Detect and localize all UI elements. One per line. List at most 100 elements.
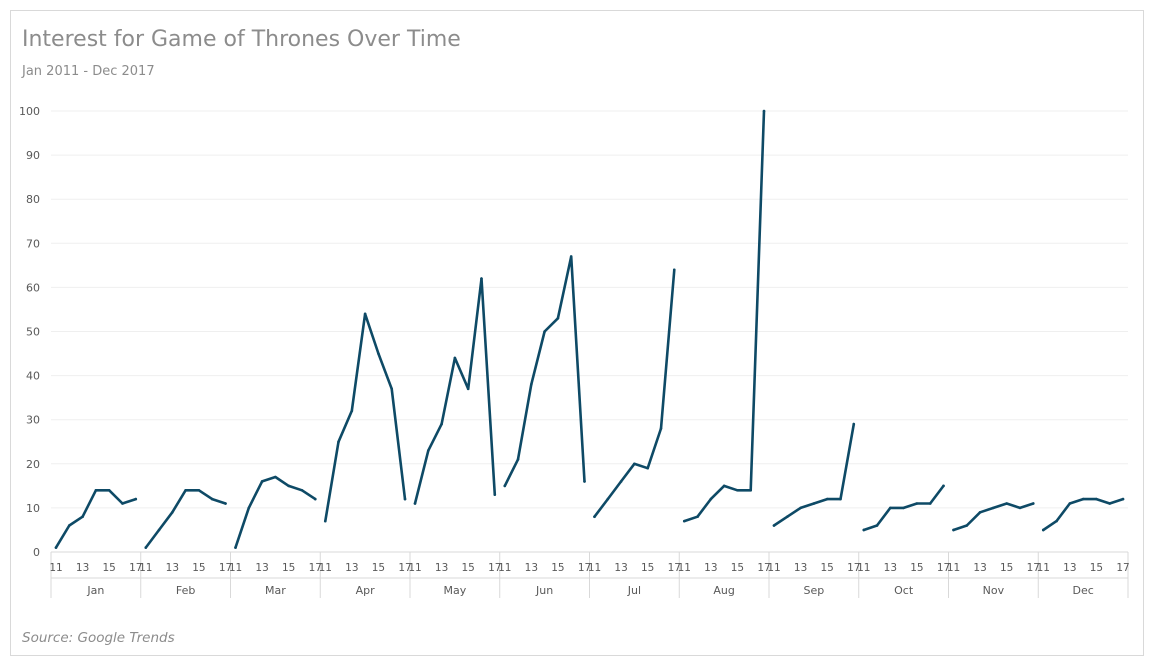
- x-tick-label: 11: [498, 562, 511, 574]
- data-point: [426, 449, 430, 452]
- data-point: [530, 383, 533, 386]
- month-label: Aug: [713, 584, 734, 597]
- x-tick-label: 15: [820, 562, 833, 574]
- month-label: Jun: [535, 584, 553, 597]
- x-tick-label: 13: [704, 562, 717, 574]
- x-tick-label: 13: [1063, 562, 1076, 574]
- series-line-jan: [54, 488, 138, 549]
- y-tick-label: 20: [26, 458, 40, 471]
- data-point: [928, 502, 932, 505]
- data-point: [862, 528, 866, 532]
- data-point: [1005, 502, 1008, 505]
- x-tick-label: 13: [614, 562, 627, 574]
- data-point: [1081, 497, 1085, 501]
- month-label: Mar: [265, 584, 286, 597]
- data-point: [210, 497, 214, 501]
- data-point: [247, 506, 251, 510]
- data-point: [825, 497, 829, 501]
- x-tick-label: 11: [49, 562, 62, 574]
- data-point: [1031, 502, 1035, 505]
- data-point: [902, 506, 905, 510]
- month-label: Oct: [894, 584, 914, 597]
- data-point: [67, 524, 71, 527]
- data-point: [234, 546, 237, 549]
- data-point: [503, 484, 507, 488]
- month-label: Feb: [176, 584, 195, 597]
- series-line-jul: [593, 268, 676, 519]
- data-point: [785, 515, 789, 519]
- data-point: [709, 497, 713, 501]
- x-tick-label: 13: [76, 562, 89, 574]
- x-tick-label: 17: [668, 562, 681, 574]
- data-point: [606, 497, 610, 501]
- month-label: Nov: [983, 584, 1005, 597]
- y-tick-label: 0: [33, 546, 40, 559]
- data-point: [1018, 506, 1022, 510]
- x-tick-label: 17: [488, 562, 501, 574]
- month-label: Jul: [627, 584, 641, 597]
- data-point: [839, 497, 842, 501]
- series-line-sep: [772, 422, 856, 527]
- data-point: [619, 480, 623, 483]
- data-point: [583, 480, 586, 483]
- x-tick-label: 11: [408, 562, 421, 574]
- data-point: [672, 268, 676, 272]
- x-tick-label: 15: [551, 562, 564, 574]
- month-label: Sep: [804, 584, 825, 597]
- x-tick-label: 13: [435, 562, 448, 574]
- month-label: Jan: [86, 584, 104, 597]
- data-point: [852, 422, 856, 426]
- x-tick-label: 11: [857, 562, 870, 574]
- data-point: [772, 524, 776, 527]
- chart-title: Interest for Game of Thrones Over Time: [22, 27, 461, 52]
- data-point: [377, 352, 380, 355]
- data-point: [157, 528, 161, 532]
- data-point: [107, 488, 111, 492]
- x-tick-label: 17: [129, 562, 142, 574]
- data-point: [812, 502, 816, 505]
- data-point: [682, 519, 686, 523]
- x-tick-label: 11: [588, 562, 601, 574]
- data-point: [762, 109, 766, 113]
- y-tick-label: 40: [26, 370, 40, 383]
- data-point: [274, 475, 277, 479]
- data-point: [749, 488, 753, 492]
- series-line-jun: [503, 255, 586, 488]
- x-tick-label: 17: [757, 562, 770, 574]
- x-tick-label: 11: [319, 562, 332, 574]
- data-point: [569, 255, 573, 258]
- data-point: [260, 480, 264, 483]
- data-point: [942, 484, 945, 488]
- data-point: [390, 387, 394, 391]
- x-tick-label: 13: [973, 562, 986, 574]
- x-tick-label: 15: [372, 562, 385, 574]
- series-line-mar: [234, 475, 317, 549]
- series-line-aug: [682, 109, 766, 523]
- data-point: [1095, 497, 1098, 501]
- data-point: [403, 497, 407, 501]
- x-tick-label: 15: [641, 562, 654, 574]
- x-tick-label: 15: [910, 562, 923, 574]
- y-tick-label: 30: [26, 414, 40, 427]
- x-tick-label: 17: [219, 562, 232, 574]
- data-point: [799, 506, 802, 510]
- data-point: [889, 506, 892, 510]
- data-point: [646, 466, 649, 470]
- data-point: [875, 524, 879, 527]
- x-tick-label: 15: [1000, 562, 1013, 574]
- data-point: [466, 387, 470, 391]
- x-tick-label: 17: [847, 562, 860, 574]
- data-point: [171, 511, 174, 514]
- x-tick-label: 15: [731, 562, 744, 574]
- data-point: [736, 488, 739, 492]
- data-point: [722, 484, 726, 488]
- y-tick-label: 90: [26, 149, 40, 162]
- data-point: [300, 488, 304, 492]
- series-line-may: [413, 277, 497, 505]
- x-tick-label: 15: [192, 562, 205, 574]
- data-point: [696, 515, 699, 519]
- data-point: [144, 546, 148, 549]
- data-point: [952, 528, 955, 532]
- x-tick-label: 13: [255, 562, 268, 574]
